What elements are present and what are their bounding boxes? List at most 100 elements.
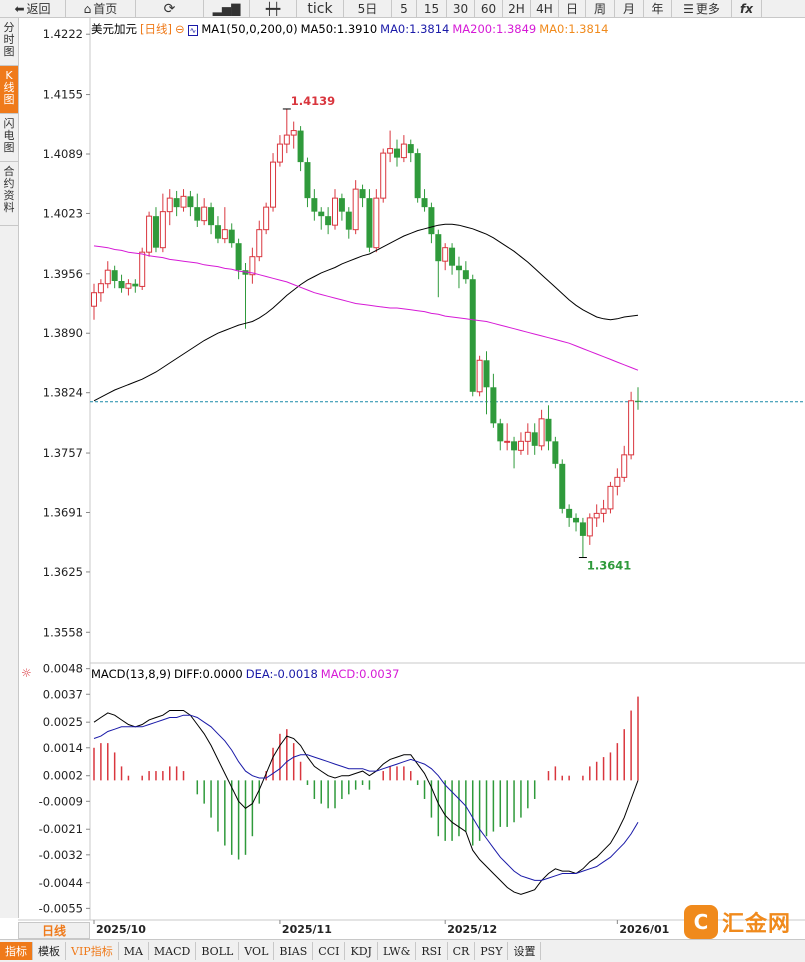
indicator-tab-4[interactable]: MACD [149, 942, 197, 960]
candle-body [325, 216, 332, 226]
candle-body [132, 283, 139, 287]
period-button-0[interactable]: 5日 [344, 0, 392, 17]
period-button-6[interactable]: 4H [531, 0, 559, 17]
sidebar-tab-2[interactable]: 闪电图 [0, 114, 18, 162]
sidebar-tab-3[interactable]: 合约资料 [0, 162, 18, 226]
candle-body [221, 229, 228, 240]
view-sidebar: 分时图 K线图 闪电图 合约资料 [0, 18, 19, 918]
indicator-tab-13[interactable]: PSY [475, 942, 509, 960]
indicator-tab-0[interactable]: 指标 [0, 942, 33, 960]
candle-body [524, 431, 531, 442]
period-button-10[interactable]: 年 [644, 0, 672, 17]
period-badge[interactable]: 日线 [18, 922, 90, 939]
candle-body [146, 215, 153, 253]
sidebar-tab-1[interactable]: K线图 [0, 66, 18, 114]
candle-body [393, 148, 400, 158]
candle-body [387, 148, 394, 154]
candle-body [380, 152, 387, 199]
macd-axis-label: -0.0044 [39, 876, 83, 890]
period-button-9[interactable]: 月 [615, 0, 644, 17]
period-button-3[interactable]: 30 [447, 0, 475, 17]
macd-axis-label: -0.0032 [39, 848, 83, 862]
tick-label: tick [307, 0, 333, 17]
candle-body [462, 270, 469, 280]
period-buttons: 5日 5 15 30 60 2H 4H 日周月年 [344, 0, 672, 17]
indicator-tab-2[interactable]: VIP指标 [66, 942, 119, 960]
candle-body [263, 206, 270, 231]
candle-body [208, 207, 215, 226]
candle-body [118, 281, 125, 289]
ma0-value-2: MA0:1.3814 [539, 22, 609, 36]
indicator-tab-5[interactable]: BOLL [196, 942, 240, 960]
more-label: 更多 [695, 2, 720, 16]
candle-body [228, 229, 235, 244]
indicator-tab-11[interactable]: RSI [416, 942, 448, 960]
price-axis-label: 1.3757 [43, 446, 83, 460]
candle-body [152, 216, 159, 248]
candle-body [91, 292, 97, 307]
period-button-5[interactable]: 2H [503, 0, 531, 17]
candle-body [290, 130, 297, 136]
refresh-button[interactable]: ⟳ [136, 0, 204, 17]
macd-axis-label: -0.0055 [39, 901, 83, 915]
bar-chart-icon: ▂▅▇ [212, 1, 241, 16]
candle-body [283, 134, 290, 145]
period-tag[interactable]: [日线] [140, 22, 172, 36]
low-label: 1.3641 [587, 559, 631, 573]
watermark-logo-icon: C [684, 905, 718, 939]
candle-body [552, 441, 559, 464]
candle-body [449, 247, 456, 266]
tick-button[interactable]: tick [297, 0, 344, 17]
price-axis-label: 1.3625 [43, 565, 83, 579]
chart-type-button[interactable]: ▂▅▇ [204, 0, 250, 17]
candle-body [455, 265, 462, 271]
settings-sun-icon[interactable]: ☼ [21, 666, 32, 680]
indicator-tab-6[interactable]: VOL [239, 942, 275, 960]
period-button-1[interactable]: 5 [392, 0, 417, 17]
candle-body [297, 130, 304, 163]
candle-body [442, 247, 449, 262]
indicator-tab-7[interactable]: BIAS [274, 942, 314, 960]
period-button-7[interactable]: 日 [559, 0, 586, 17]
candle-body [366, 198, 373, 248]
indicator-tab-14[interactable]: 设置 [508, 942, 542, 960]
candle-body [435, 234, 442, 262]
indicator-tab-12[interactable]: CR [448, 942, 476, 960]
formula-button[interactable]: fx [732, 0, 762, 17]
candle-type-button[interactable]: ┿┿ [250, 0, 297, 17]
back-button[interactable]: ⬅ 返回 [0, 0, 66, 17]
indicator-tab-8[interactable]: CCI [313, 942, 346, 960]
candle-body [276, 143, 283, 163]
collapse-icon[interactable]: ⊖ [174, 22, 185, 36]
indicator-tab-9[interactable]: KDJ [345, 942, 378, 960]
candle-body [125, 283, 132, 289]
macd-dea-line [93, 714, 639, 881]
indicator-icon[interactable]: ∿ [187, 25, 199, 36]
home-button[interactable]: ⌂ 首页 [66, 0, 136, 17]
indicator-tab-10[interactable]: LW& [378, 942, 417, 960]
candle-body [469, 279, 476, 392]
ma200-line [93, 245, 639, 371]
period-button-2[interactable]: 15 [417, 0, 447, 17]
candle-body [311, 198, 318, 212]
indicator-tab-1[interactable]: 模板 [33, 942, 66, 960]
candle-body [187, 196, 194, 208]
candle-body [180, 195, 187, 208]
candlestick-icon: ┿┿ [265, 1, 281, 16]
candle-body [504, 440, 511, 443]
sidebar-tab-0[interactable]: 分时图 [0, 18, 18, 66]
indicator-tab-3[interactable]: MA [119, 942, 149, 960]
more-button[interactable]: ☰ 更多 [672, 0, 732, 17]
ma50-value: MA50:1.3910 [300, 22, 378, 36]
macd-axis-label: 0.0002 [43, 769, 83, 783]
candle-body [476, 359, 483, 393]
period-button-4[interactable]: 60 [475, 0, 503, 17]
candle-body [166, 197, 173, 213]
candle-body [201, 206, 208, 222]
candle-body [511, 441, 518, 451]
candle-body [400, 143, 407, 159]
symbol-name: 美元加元 [91, 22, 137, 36]
price-axis-label: 1.4155 [43, 88, 83, 102]
period-button-8[interactable]: 周 [586, 0, 615, 17]
